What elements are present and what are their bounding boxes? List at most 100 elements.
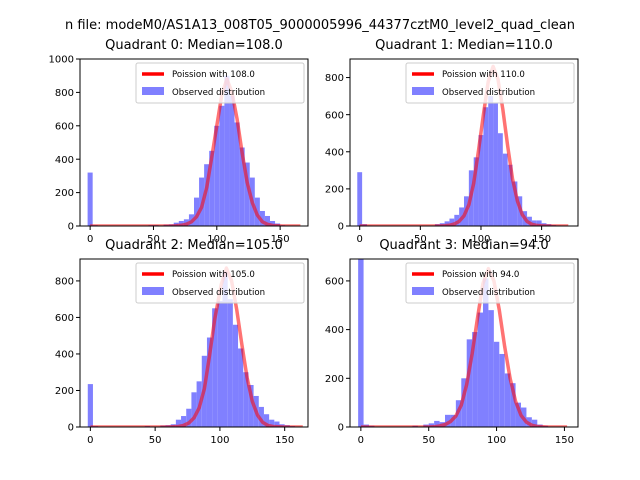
y-tick-label: 0 <box>338 222 344 233</box>
histogram-bar <box>531 419 538 427</box>
legend-box <box>135 262 305 304</box>
histogram-bar <box>87 172 93 226</box>
histogram-bar <box>515 402 521 427</box>
x-tick-label: 0 <box>87 435 93 446</box>
histogram-bar <box>449 218 455 226</box>
subplot-0: 0 50 100 150 0 200 400 600 800 1000 Quadrant 0: Me… <box>49 38 309 245</box>
x-tick-label: 150 <box>275 435 294 446</box>
histogram-bar <box>507 164 513 226</box>
x-tick-label: 100 <box>487 435 506 446</box>
legend-label-observed: Observed distribution <box>172 288 265 298</box>
x-tick-label: 0 <box>358 435 364 446</box>
y-tick-label: 400 <box>325 325 344 336</box>
histogram-bar <box>206 337 213 427</box>
y-tick-label: 1000 <box>49 55 74 66</box>
histogram-bar <box>248 385 254 427</box>
histogram-bar <box>472 332 478 427</box>
histogram-bar <box>483 107 489 226</box>
histogram-bars <box>357 96 562 226</box>
subplot-title: Quadrant 1: Median=110.0 <box>375 38 553 53</box>
histogram-bar <box>466 339 473 427</box>
x-tick-label: 150 <box>532 234 551 245</box>
legend-box <box>135 62 305 104</box>
x-tick-label: 0 <box>87 234 93 245</box>
y-tick-label: 0 <box>68 423 74 434</box>
y-tick-label: 600 <box>325 277 344 288</box>
histogram-bar <box>504 373 511 427</box>
x-tick-label: 50 <box>149 435 162 446</box>
subplot-1: 0 50 100 150 0 200 400 600 800 Quadrant 1: Median… <box>325 38 579 245</box>
histogram-bar <box>212 308 218 427</box>
histogram-bar <box>209 150 215 226</box>
histogram-bar <box>499 353 505 427</box>
legend-label-poisson: Poission with 110.0 <box>442 70 525 80</box>
histogram-bar <box>483 278 489 427</box>
histogram-bar <box>488 310 494 427</box>
legend: Poission with 94.0 Observed distribution <box>405 262 575 304</box>
histogram-bar <box>232 324 239 427</box>
y-tick-label: 400 <box>55 155 74 166</box>
legend-label-observed: Observed distribution <box>442 88 535 98</box>
histogram-bar <box>461 378 467 427</box>
legend-box <box>405 62 575 104</box>
histogram-bar <box>497 133 503 226</box>
legend-patch-swatch <box>412 87 434 95</box>
histogram-bar <box>259 210 265 226</box>
histogram-bar <box>274 421 280 427</box>
histogram-bar <box>191 392 197 427</box>
histogram-bar <box>263 414 270 427</box>
histogram-bar <box>217 301 223 427</box>
histogram-bar <box>502 153 508 226</box>
histogram-bar <box>477 312 483 427</box>
histogram-bar <box>186 408 192 427</box>
x-tick-label: 150 <box>271 234 290 245</box>
histogram-bar <box>227 299 233 427</box>
axes-frame <box>79 58 309 227</box>
y-tick-label: 0 <box>338 423 344 434</box>
y-tick-label: 600 <box>55 313 74 324</box>
histogram-bar <box>269 419 275 427</box>
legend-label-poisson: Poission with 105.0 <box>172 270 255 280</box>
histogram-bar <box>87 384 93 427</box>
histogram-bar <box>270 220 276 226</box>
subplot-2: 0 50 100 150 0 200 400 600 800 Quadrant 2: Median… <box>55 238 309 446</box>
histogram-bar <box>244 162 250 226</box>
legend: Poission with 105.0 Observed distribution <box>135 262 305 304</box>
histogram-bar <box>493 341 500 427</box>
histogram-bar <box>234 122 240 226</box>
y-tick-label: 600 <box>325 110 344 121</box>
histogram-bar <box>219 105 225 226</box>
histogram-bar <box>229 95 235 226</box>
x-tick-label: 50 <box>422 435 435 446</box>
x-tick-label: 100 <box>471 234 490 245</box>
histogram-bar <box>445 414 451 427</box>
axes-frame <box>349 258 579 428</box>
legend-label-observed: Observed distribution <box>442 288 535 298</box>
legend-patch-swatch <box>142 287 164 295</box>
histogram-bar <box>478 135 484 226</box>
y-tick-label: 400 <box>325 147 344 158</box>
histogram-bar <box>444 221 450 226</box>
legend-label-poisson: Poission with 108.0 <box>172 70 255 80</box>
figure-suptitle: n file: modeM0/AS1A13_008T05_9000005996_… <box>65 18 575 33</box>
histogram-bar <box>434 420 440 427</box>
histogram-bar <box>493 103 498 226</box>
subplot-title: Quadrant 2: Median=105.0 <box>105 238 283 253</box>
y-tick-label: 800 <box>55 277 74 288</box>
y-tick-label: 200 <box>325 184 344 195</box>
legend: Poission with 110.0 Observed distribution <box>405 62 575 104</box>
x-tick-label: 0 <box>357 234 363 245</box>
histogram-bar <box>264 215 270 226</box>
axes-frame <box>349 58 579 227</box>
legend-box <box>405 262 575 304</box>
subplot-title: Quadrant 0: Median=108.0 <box>105 38 283 53</box>
x-tick-label: 100 <box>207 234 226 245</box>
histogram-bar <box>473 157 479 226</box>
histogram-bar <box>258 406 264 427</box>
x-tick-label: 50 <box>147 234 160 245</box>
y-tick-label: 400 <box>55 350 74 361</box>
axes-frame <box>79 258 309 428</box>
y-tick-label: 200 <box>325 374 344 385</box>
